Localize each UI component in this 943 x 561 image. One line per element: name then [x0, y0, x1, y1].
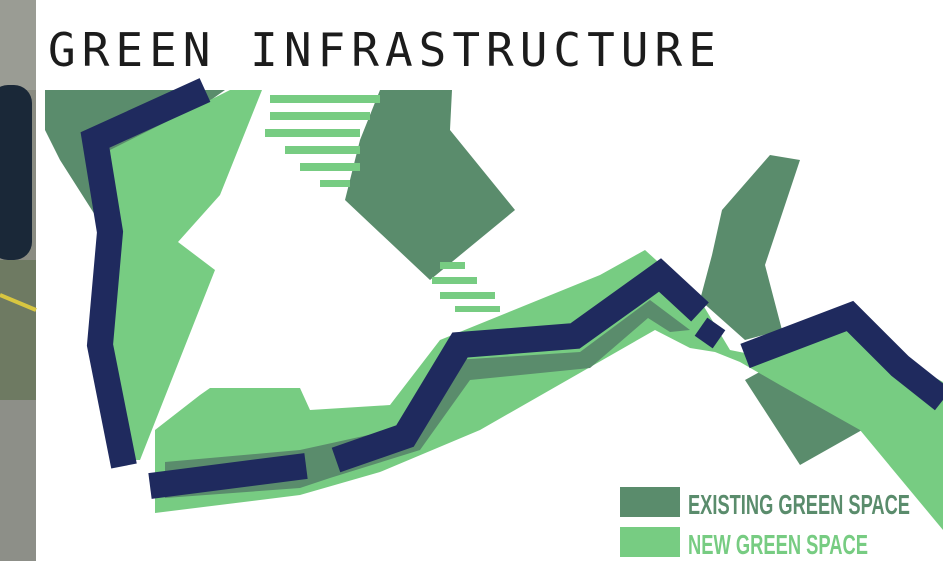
route [80, 78, 943, 499]
legend-label: NEW GREEN SPACE [688, 529, 868, 560]
aerial-strip [0, 0, 37, 561]
hatching [265, 95, 500, 312]
title: GREEN INFRASTRUCTURE [48, 23, 722, 77]
route-segment [694, 317, 726, 349]
legend-swatch [620, 487, 680, 517]
legend-swatch [620, 527, 680, 557]
legend: EXISTING GREEN SPACE NEW GREEN SPACE [620, 487, 910, 560]
legend-label: EXISTING GREEN SPACE [688, 489, 910, 520]
